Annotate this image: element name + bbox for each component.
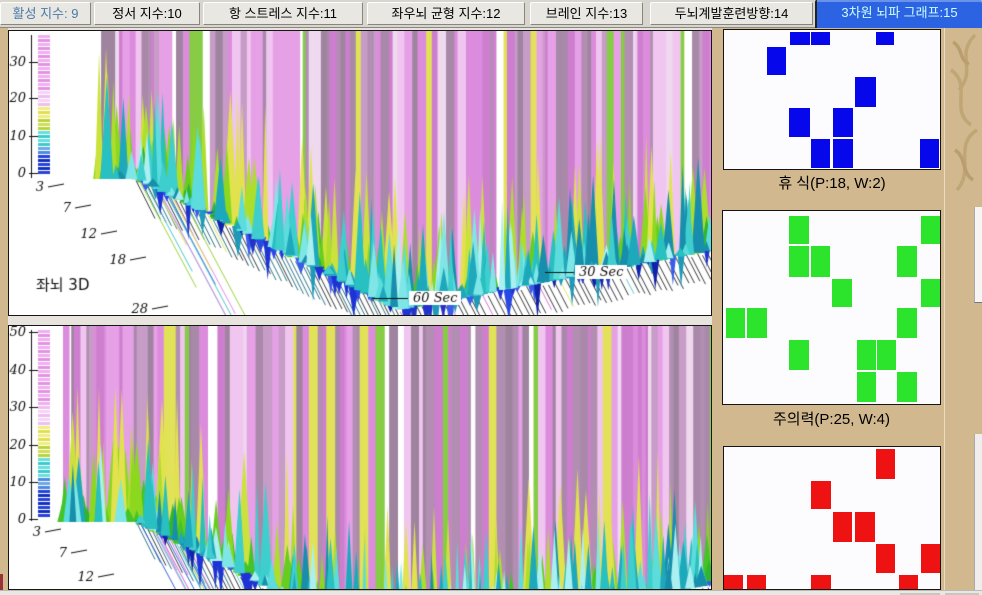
tab-15[interactable]: 3차원 뇌파 그래프:15: [815, 0, 982, 28]
grid-square: [854, 512, 875, 542]
grid-square: [897, 245, 918, 278]
watermark-decoration: [949, 33, 979, 192]
left-brain-3d-surface-top: [9, 31, 711, 315]
left-brain-3d-chart-bottom-box: [8, 325, 712, 590]
grid-square: [921, 216, 940, 244]
grid-square: [811, 245, 830, 278]
window-edge-panel-top: [974, 207, 982, 303]
panel-divider: [944, 28, 945, 590]
grid-square: [789, 245, 810, 278]
grid-square: [811, 139, 831, 169]
attention-grid-label: 주의력(P:25, W:4): [773, 411, 890, 428]
red-grid: [723, 446, 941, 590]
grid-square: [790, 31, 811, 45]
grid-square: [897, 308, 918, 338]
scrollbar-mark: [945, 593, 979, 595]
tab-11[interactable]: 항 스트레스 지수:11: [203, 2, 363, 25]
grid-square: [831, 279, 852, 308]
grid-square: [789, 216, 810, 244]
grid-square: [789, 107, 811, 138]
window-edge-panel-bottom: [974, 434, 982, 595]
grid-square: [921, 279, 940, 308]
edge-sliver: [0, 574, 3, 590]
grid-square: [766, 46, 787, 76]
grid-square: [876, 448, 896, 479]
bottom-scrollbar-strip[interactable]: [0, 590, 982, 595]
tab-13[interactable]: 브레인 지수:13: [530, 2, 643, 25]
grid-square: [746, 575, 766, 589]
tab-14[interactable]: 두뇌계발훈련방향:14: [650, 2, 813, 25]
grid-square: [811, 575, 832, 589]
attention-grid: [722, 210, 941, 405]
rest-grid-label: 휴 식(P:18, W:2): [778, 175, 886, 192]
tab-9[interactable]: 활성 지수: 9: [0, 2, 91, 25]
grid-square: [724, 575, 743, 589]
tab-10[interactable]: 정서 지수:10: [94, 2, 200, 25]
grid-square: [920, 139, 939, 169]
grid-square: [876, 543, 896, 574]
grid-square: [726, 308, 745, 338]
grid-square: [746, 308, 767, 338]
grid-square: [897, 372, 918, 403]
grid-square: [811, 480, 832, 510]
grid-square: [833, 139, 853, 169]
grid-square: [876, 31, 895, 45]
scrollbar-mark: [900, 593, 940, 595]
tab-12[interactable]: 좌우뇌 균형 지수:12: [367, 2, 525, 25]
grid-square: [811, 31, 831, 45]
charts-area: [8, 28, 712, 590]
grid-square: [854, 77, 876, 107]
grid-square: [899, 575, 919, 589]
grid-square: [833, 512, 852, 542]
grid-square: [856, 372, 876, 403]
grid-square: [789, 339, 810, 371]
grid-square: [876, 339, 896, 371]
grid-square: [856, 339, 876, 371]
left-brain-3d-surface-bottom: [9, 326, 711, 589]
left-brain-3d-chart-top-box: [8, 30, 712, 316]
grid-square: [921, 543, 940, 574]
rest-grid: [723, 29, 941, 170]
grid-square: [833, 107, 853, 138]
tab-bar: 활성 지수: 9 정서 지수:10 항 스트레스 지수:11 좌우뇌 균형 지수:12…: [0, 0, 982, 28]
